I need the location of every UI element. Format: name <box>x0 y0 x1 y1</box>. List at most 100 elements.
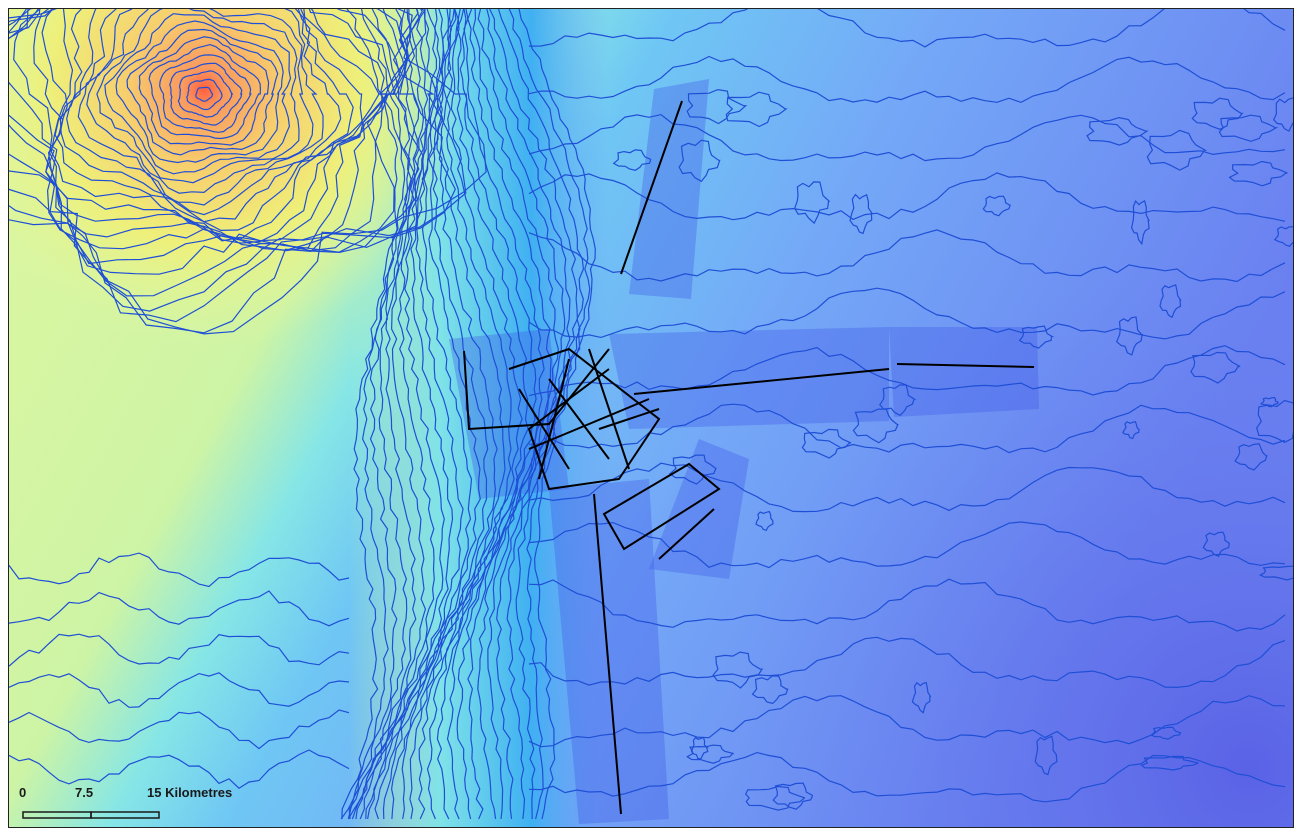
contour-line <box>528 695 1286 748</box>
contour-line <box>982 195 1011 217</box>
contour-line <box>849 193 874 235</box>
contour-line <box>751 675 789 705</box>
contour-line <box>528 403 1286 454</box>
contour-line <box>50 9 381 240</box>
contour-line <box>1272 97 1293 132</box>
contour-line <box>1086 116 1149 146</box>
track-south <box>593 493 622 815</box>
contour-line <box>528 345 1286 397</box>
contour-line <box>1150 726 1182 740</box>
contour-line <box>355 9 435 820</box>
contour-line <box>686 88 748 125</box>
contour-line <box>1130 200 1150 246</box>
contour-line <box>528 521 1286 569</box>
contour-line <box>1159 284 1182 319</box>
swath-south <box>549 479 669 824</box>
contour-line <box>340 9 406 820</box>
swath-north <box>629 79 709 299</box>
track-east <box>633 368 890 395</box>
contour-line <box>9 9 456 323</box>
contour-line <box>725 91 788 128</box>
contour-line <box>9 749 350 789</box>
contour-line <box>374 9 473 820</box>
contour-line <box>9 9 409 251</box>
contour-line <box>86 9 314 194</box>
contour-line <box>712 651 764 689</box>
contour-line <box>528 751 1286 803</box>
contour-line <box>426 9 523 820</box>
contour-line <box>9 633 350 667</box>
contour-line <box>801 428 852 459</box>
contour-line <box>177 70 234 118</box>
contour-line <box>66 9 342 216</box>
contour-line <box>367 9 464 820</box>
contour-line <box>755 510 774 532</box>
contour-line <box>1234 443 1268 471</box>
scale-label-15: 15 Kilometres <box>147 785 232 800</box>
contour-line <box>1146 129 1208 171</box>
contour-line <box>1191 97 1244 130</box>
contour-line <box>104 13 292 175</box>
swath-east <box>609 327 889 429</box>
contour-line <box>1115 316 1143 356</box>
contour-line <box>9 9 467 334</box>
contour-line <box>341 9 399 820</box>
contour-line <box>1034 735 1058 776</box>
scale-label-7-5: 7.5 <box>75 785 93 800</box>
contour-line <box>1121 420 1140 440</box>
contour-line <box>9 9 423 297</box>
scale-bar-segment-2 <box>90 811 160 819</box>
contour-line <box>186 78 223 111</box>
map-view[interactable]: 0 7.5 15 Kilometres <box>8 8 1294 828</box>
survey-swaths <box>449 79 1039 824</box>
contour-line <box>9 9 487 335</box>
contour-line <box>879 384 917 417</box>
scale-bar: 0 7.5 15 Kilometres <box>19 785 232 819</box>
contour-line <box>148 43 262 140</box>
contour-line <box>77 9 324 206</box>
contour-line <box>9 590 350 627</box>
contour-line <box>744 785 806 811</box>
contour-line <box>436 9 529 820</box>
contour-line <box>528 9 1286 48</box>
contour-line <box>489 9 579 820</box>
contour-line <box>1273 226 1293 247</box>
swath-east2 <box>889 327 1039 417</box>
contour-line <box>159 54 252 133</box>
contour-line <box>1018 325 1055 349</box>
contour-line <box>911 681 932 714</box>
contour-line <box>1259 396 1279 408</box>
contour-line <box>9 709 350 750</box>
contour-line <box>138 36 270 146</box>
contour-line <box>169 62 243 126</box>
track-survey-grid <box>508 347 661 491</box>
contour-line <box>41 9 388 244</box>
contour-line <box>390 9 489 820</box>
contour-line <box>9 672 350 708</box>
contour-line <box>690 736 709 760</box>
contour-line <box>668 454 717 485</box>
contour-line <box>1140 755 1199 771</box>
contour-line <box>9 552 350 588</box>
track-north <box>620 100 683 275</box>
contour-line <box>456 9 545 820</box>
contour-line <box>1228 160 1288 187</box>
contour-line <box>33 9 396 242</box>
contour-line <box>347 9 411 820</box>
contour-line <box>1190 351 1241 384</box>
contour-line <box>401 9 498 820</box>
contour-line <box>528 578 1286 632</box>
contour-line <box>528 636 1286 689</box>
contour-line <box>772 782 814 810</box>
contour-line <box>409 9 506 820</box>
contour-line <box>528 113 1286 162</box>
contour-line <box>115 20 284 164</box>
contour-line <box>528 55 1286 104</box>
contour-line <box>1256 399 1293 443</box>
track-box <box>463 348 610 431</box>
contour-line <box>359 9 445 820</box>
contour-line <box>852 408 899 444</box>
contour-line <box>126 28 279 156</box>
contour-line <box>9 9 427 275</box>
track-diag <box>658 508 715 560</box>
